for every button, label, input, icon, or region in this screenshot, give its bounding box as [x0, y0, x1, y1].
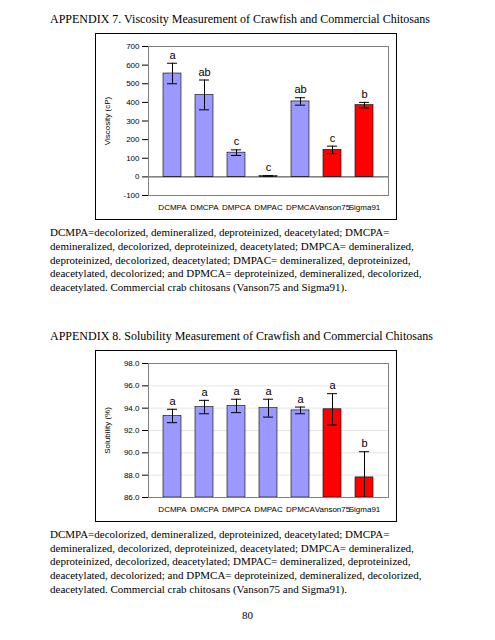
svg-text:DMPAC: DMPAC — [254, 505, 283, 514]
svg-text:b: b — [361, 437, 367, 449]
svg-text:DMPCA: DMPCA — [222, 203, 252, 212]
svg-text:700: 700 — [126, 42, 140, 51]
svg-text:DPMCA: DPMCA — [286, 203, 316, 212]
svg-text:a: a — [169, 395, 176, 407]
html-text:80: 80 — [242, 608, 253, 621]
svg-text:500: 500 — [126, 79, 140, 88]
svg-text:100: 100 — [126, 154, 140, 163]
svg-text:c: c — [234, 135, 240, 147]
svg-text:c: c — [330, 132, 336, 144]
svg-text:DMPAC: DMPAC — [254, 203, 283, 212]
svg-text:88.0: 88.0 — [124, 470, 140, 479]
svg-text:-100: -100 — [123, 191, 140, 200]
svg-text:DMCPA: DMCPA — [190, 203, 219, 212]
html-text:DCMPA=decolorized, demineraliz: DCMPA=decolorized, demineralized, deprot… — [50, 226, 422, 293]
svg-text:DMPCA: DMPCA — [222, 505, 252, 514]
svg-text:92.0: 92.0 — [124, 426, 140, 435]
svg-text:Vanson75: Vanson75 — [315, 505, 351, 514]
svg-text:200: 200 — [126, 135, 140, 144]
svg-text:400: 400 — [126, 98, 140, 107]
svg-text:DCMPA: DCMPA — [158, 505, 187, 514]
svg-text:Sigma91: Sigma91 — [349, 505, 381, 514]
html-text:DCMPA=decolorized, demineraliz: DCMPA=decolorized, demineralized, deprot… — [50, 527, 422, 595]
svg-text:94.0: 94.0 — [124, 403, 140, 412]
svg-text:a: a — [297, 392, 304, 404]
svg-text:a: a — [265, 385, 272, 397]
svg-text:300: 300 — [126, 117, 140, 126]
svg-text:96.0: 96.0 — [124, 381, 140, 390]
svg-text:c: c — [266, 161, 272, 173]
svg-text:DPMCA: DPMCA — [286, 505, 316, 514]
svg-text:Vanson75: Vanson75 — [315, 203, 351, 212]
svg-text:DCMPA: DCMPA — [158, 203, 187, 212]
svg-text:98.0: 98.0 — [124, 359, 140, 368]
svg-text:b: b — [361, 88, 367, 100]
svg-text:90.0: 90.0 — [124, 448, 140, 457]
svg-text:Sigma91: Sigma91 — [349, 203, 381, 212]
svg-text:ab: ab — [198, 66, 210, 78]
svg-text:a: a — [169, 49, 176, 61]
svg-text:a: a — [201, 386, 208, 398]
svg-text:86.0: 86.0 — [124, 493, 140, 502]
svg-text:0: 0 — [135, 172, 140, 181]
html-text:APPENDIX 8. Solubility Measure: APPENDIX 8. Solubility Measurement of Cr… — [50, 328, 433, 343]
svg-text:DMCPA: DMCPA — [190, 505, 219, 514]
svg-text:a: a — [329, 379, 336, 391]
html-text:APPENDIX 7. Viscosity Measurem: APPENDIX 7. Viscosity Measurement of Cra… — [50, 12, 430, 26]
svg-text:600: 600 — [126, 61, 140, 70]
svg-text:Solubility (%): Solubility (%) — [103, 407, 112, 454]
svg-text:ab: ab — [294, 83, 306, 95]
svg-text:a: a — [233, 385, 240, 397]
svg-text:Viscosity (cP): Viscosity (cP) — [103, 97, 112, 146]
